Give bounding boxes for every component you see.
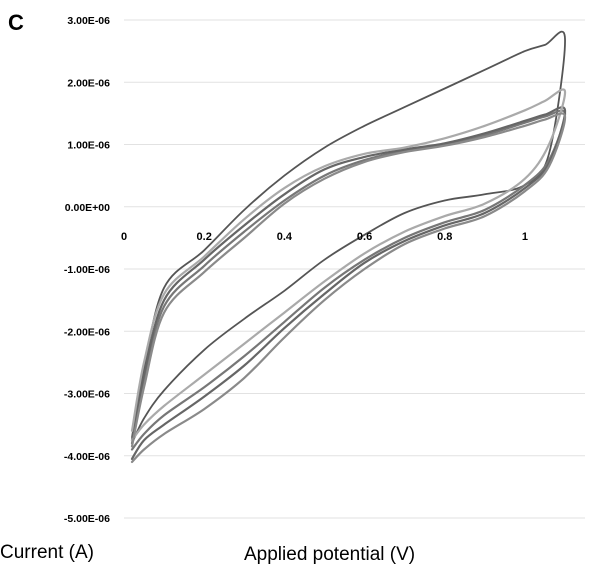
x-axis-title: Applied potential (V) — [244, 544, 415, 565]
y-tick-label: -5.00E-06 — [64, 513, 110, 525]
cv-curve-4 — [130, 88, 567, 442]
x-tick-labels: 0 0.2 0.4 0.6 0.8 1 — [121, 231, 528, 243]
y-tick-label: 1.00E-06 — [67, 140, 110, 152]
y-tick-label: 2.00E-06 — [67, 77, 110, 89]
y-tick-label: -1.00E-06 — [64, 264, 110, 276]
x-tick-label: 1 — [522, 231, 528, 243]
x-tick-label: 0.8 — [437, 231, 452, 243]
cv-curve-5 — [130, 112, 567, 464]
x-tick-label: 0.4 — [277, 231, 293, 243]
panel-label: C — [8, 10, 24, 35]
y-tick-label: -3.00E-06 — [64, 389, 110, 401]
y-tick-label: -4.00E-06 — [64, 451, 110, 463]
y-tick-labels: 3.00E-06 2.00E-06 1.00E-06 0.00E+00 -1.00E-0… — [64, 15, 110, 525]
x-tick-label: 0.2 — [197, 231, 212, 243]
y-tick-label: 0.00E+00 — [65, 202, 110, 214]
cv-curve-1 — [131, 30, 566, 445]
data-curves — [130, 30, 567, 464]
y-tick-label: 3.00E-06 — [67, 15, 110, 27]
y-tick-label: -2.00E-06 — [64, 326, 110, 338]
x-tick-label: 0 — [121, 231, 127, 243]
y-axis-title: Current (A) — [0, 542, 94, 563]
x-tick-label: 0.6 — [357, 231, 372, 243]
cv-curve-3 — [130, 106, 567, 460]
